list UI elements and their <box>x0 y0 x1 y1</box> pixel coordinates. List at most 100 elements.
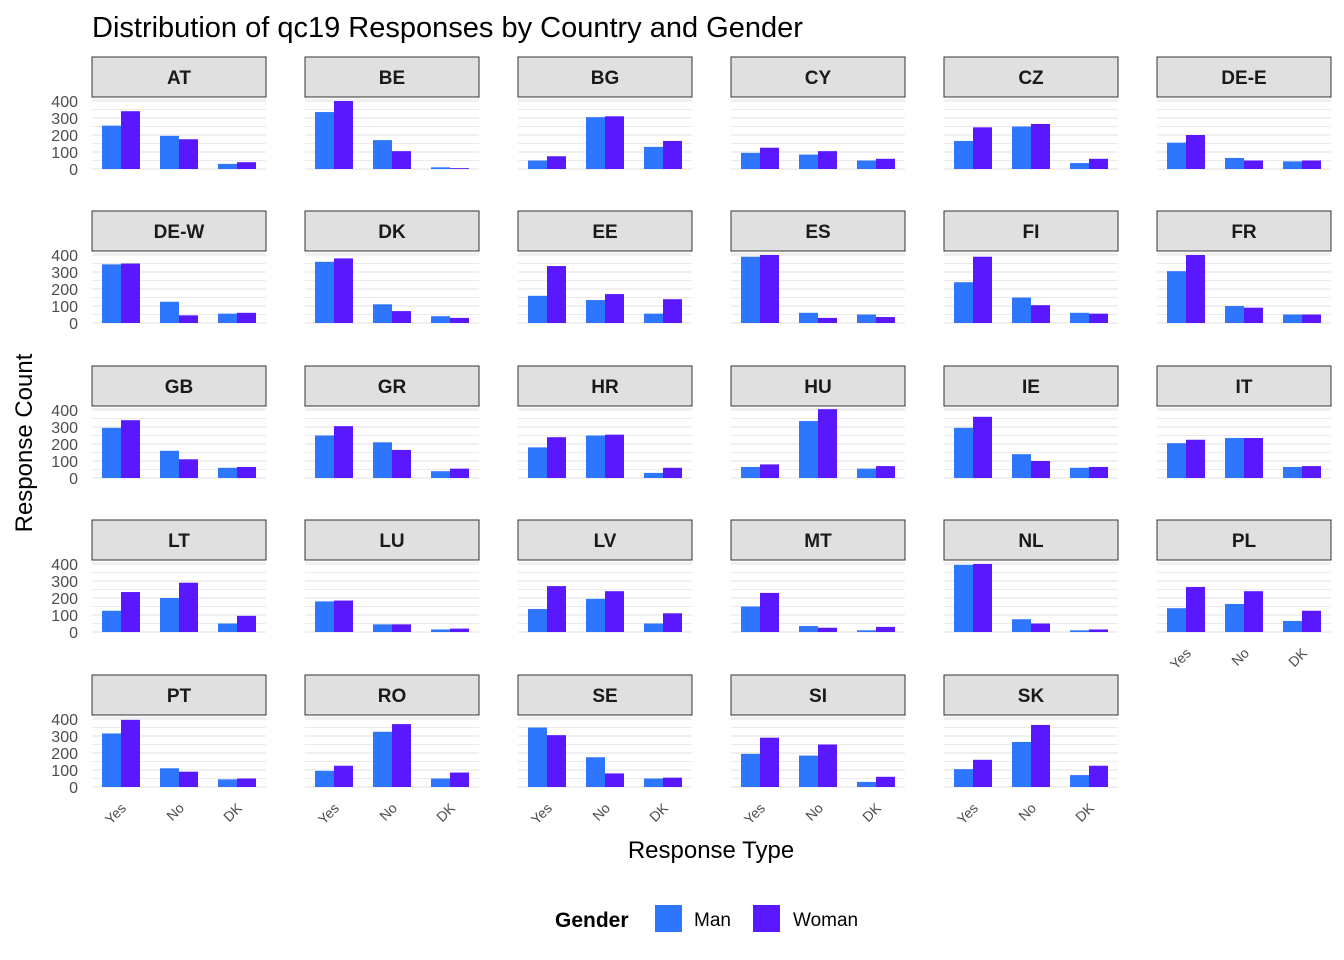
bar-ie-dk-woman <box>1089 466 1108 478</box>
facet-label-cz: CZ <box>1018 68 1044 89</box>
bar-be-dk-woman <box>450 168 469 169</box>
facet-strip-es <box>730 210 906 252</box>
bar-it-no-man <box>1225 438 1244 478</box>
y-tick-label: 300 <box>51 574 78 591</box>
bar-fr-dk-man <box>1283 314 1302 323</box>
bar-gb-yes-woman <box>121 420 140 478</box>
bar-mt-no-man <box>799 626 818 632</box>
bar-bg-dk-man <box>644 146 663 169</box>
legend-swatch-man <box>655 905 682 932</box>
bar-lu-dk-man <box>431 629 450 632</box>
bar-sk-no-man <box>1012 741 1031 787</box>
y-tick-label: 100 <box>51 145 78 162</box>
bar-at-dk-woman <box>237 162 256 169</box>
bar-gb-no-man <box>160 450 179 478</box>
bar-fi-no-woman <box>1031 305 1050 323</box>
x-tick-label: Yes <box>315 800 342 827</box>
bar-lu-no-man <box>373 624 392 632</box>
bar-pl-yes-woman <box>1186 586 1205 632</box>
facet-label-si: SI <box>809 686 827 707</box>
legend-swatch-woman <box>753 905 780 932</box>
bar-si-no-man <box>799 755 818 787</box>
bar-lu-yes-man <box>315 601 334 632</box>
facet-label-hu: HU <box>804 377 831 398</box>
bar-ee-dk-woman <box>663 299 682 323</box>
bar-cz-no-woman <box>1031 123 1050 169</box>
facet-label-cy: CY <box>805 68 832 89</box>
facet-strip-ee <box>517 210 693 252</box>
bar-sk-yes-woman <box>973 759 992 787</box>
facet-strip-pt <box>91 674 267 716</box>
facet-label-fi: FI <box>1023 222 1040 243</box>
facet-label-ie: IE <box>1022 377 1040 398</box>
bar-gr-dk-man <box>431 471 450 478</box>
facet-strip-se <box>517 674 693 716</box>
bar-hr-no-woman <box>605 434 624 478</box>
bar-lv-dk-woman <box>663 613 682 632</box>
bar-pt-yes-woman <box>121 719 140 787</box>
facet-label-sk: SK <box>1018 686 1045 707</box>
bar-nl-no-woman <box>1031 623 1050 632</box>
y-tick-label: 200 <box>51 128 78 145</box>
bar-dk-no-woman <box>392 311 411 323</box>
x-tick-label: DK <box>1285 644 1311 670</box>
bar-ee-dk-man <box>644 313 663 323</box>
bar-mt-dk-man <box>857 630 876 632</box>
bar-si-yes-woman <box>760 737 779 787</box>
bar-ie-dk-man <box>1070 467 1089 478</box>
y-tick-label: 0 <box>69 162 78 179</box>
facet-label-lt: LT <box>168 531 190 552</box>
bar-hu-no-woman <box>818 409 837 478</box>
bar-de-e-dk-woman <box>1302 160 1321 169</box>
bar-fi-yes-man <box>954 282 973 323</box>
bar-de-e-yes-man <box>1167 142 1186 169</box>
bar-ie-yes-woman <box>973 416 992 478</box>
x-tick-label: No <box>802 800 826 824</box>
bar-de-e-no-man <box>1225 157 1244 169</box>
bar-ie-yes-man <box>954 427 973 478</box>
x-tick-label: DK <box>646 799 672 825</box>
bar-it-dk-woman <box>1302 466 1321 478</box>
bar-fr-no-man <box>1225 306 1244 323</box>
bar-lt-dk-woman <box>237 615 256 632</box>
facet-strip-de-w <box>91 210 267 252</box>
y-tick-label: 300 <box>51 265 78 282</box>
facet-strip-hr <box>517 365 693 407</box>
facet-label-ro: RO <box>378 686 407 707</box>
bar-ro-no-man <box>373 731 392 787</box>
bar-at-yes-man <box>102 125 121 169</box>
x-tick-label: DK <box>1072 799 1098 825</box>
bar-nl-yes-man <box>954 564 973 632</box>
facet-strip-lu <box>304 519 480 561</box>
bar-de-e-no-woman <box>1244 160 1263 169</box>
legend-title: Gender <box>555 909 629 932</box>
facet-label-it: IT <box>1236 377 1253 398</box>
bar-hu-no-man <box>799 421 818 478</box>
bar-si-dk-woman <box>876 776 895 787</box>
bar-de-w-dk-woman <box>237 312 256 323</box>
y-tick-label: 400 <box>51 403 78 420</box>
x-tick-label: Yes <box>954 800 981 827</box>
bar-hr-yes-man <box>528 447 547 478</box>
bar-dk-yes-woman <box>334 258 353 323</box>
legend-label-man: Man <box>694 910 731 931</box>
facet-label-pl: PL <box>1232 531 1257 552</box>
bar-lt-dk-man <box>218 623 237 632</box>
bar-mt-yes-man <box>741 606 760 632</box>
bar-cy-no-man <box>799 154 818 169</box>
bar-at-no-woman <box>179 139 198 169</box>
bar-fr-yes-woman <box>1186 255 1205 323</box>
x-tick-label: No <box>589 800 613 824</box>
bar-ro-no-woman <box>392 724 411 787</box>
x-tick-label: DK <box>859 799 885 825</box>
facet-strip-it <box>1156 365 1332 407</box>
bar-be-no-woman <box>392 151 411 169</box>
y-tick-label: 100 <box>51 608 78 625</box>
x-tick-label: DK <box>220 799 246 825</box>
bar-ro-yes-man <box>315 770 334 787</box>
facet-strip-sk <box>943 674 1119 716</box>
bar-lv-yes-man <box>528 609 547 632</box>
bar-nl-dk-man <box>1070 630 1089 632</box>
bar-es-dk-man <box>857 314 876 323</box>
